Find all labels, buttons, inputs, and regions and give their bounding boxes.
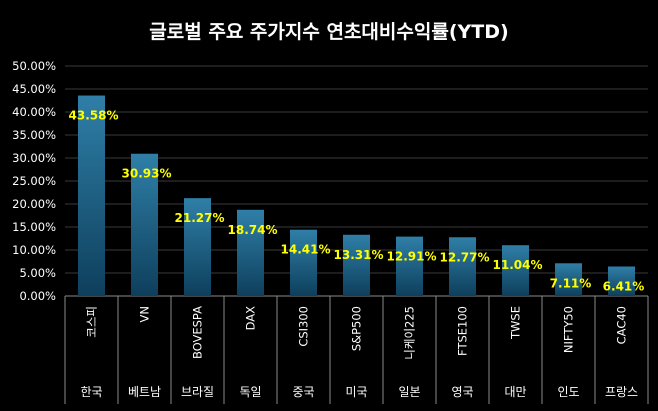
y-tick-label: 15.00% <box>12 220 56 234</box>
country-label: 대만 <box>504 385 526 399</box>
value-label: 12.91% <box>387 250 437 264</box>
x-tick-label: 니케이225 <box>403 306 417 360</box>
country-label: 인도 <box>557 385 579 399</box>
country-label: 영국 <box>451 385 473 399</box>
value-label: 12.77% <box>440 250 490 264</box>
value-label: 43.58% <box>69 109 119 123</box>
y-tick-label: 30.00% <box>12 151 56 165</box>
x-tick-label: TWSE <box>509 306 523 340</box>
x-tick-label: 코스피 <box>85 306 99 338</box>
y-tick-label: 35.00% <box>12 128 56 142</box>
y-tick-label: 20.00% <box>12 197 56 211</box>
bar <box>502 245 529 296</box>
y-tick-label: 45.00% <box>12 82 56 96</box>
country-label: 한국 <box>80 385 102 399</box>
bar <box>343 234 370 296</box>
x-tick-label: CAC40 <box>615 306 629 344</box>
y-tick-label: 40.00% <box>12 105 56 119</box>
value-label: 7.11% <box>550 276 592 290</box>
value-label: 21.27% <box>175 211 225 225</box>
country-label: 브라질 <box>181 385 214 399</box>
value-label: 18.74% <box>228 223 278 237</box>
x-tick-label: NIFTY50 <box>562 306 576 353</box>
label-layer: 0.00% 5.00% 10.00% 15.00% 20.00% 25.00% 30.00%… <box>12 59 644 399</box>
value-label: 6.41% <box>603 280 645 294</box>
bar <box>449 237 476 296</box>
bar <box>396 236 423 296</box>
x-tick-label: DAX <box>244 306 258 331</box>
bar <box>78 95 105 296</box>
country-label: 독일 <box>239 385 261 399</box>
chart-title: 글로벌 주요 주가지수 연초대비수익률(YTD) <box>149 21 508 43</box>
y-tick-label: 0.00% <box>19 289 56 303</box>
bar <box>131 153 158 296</box>
x-tick-label: CSI300 <box>297 306 311 347</box>
value-label: 11.04% <box>493 258 543 272</box>
x-tick-label: BOVESPA <box>191 306 205 359</box>
x-tick-label: S&P500 <box>350 306 364 351</box>
x-tick-label: VN <box>138 306 152 322</box>
bar <box>608 266 635 296</box>
bar-layer <box>78 95 635 296</box>
country-label: 프랑스 <box>605 385 638 399</box>
y-tick-label: 10.00% <box>12 243 56 257</box>
y-tick-label: 50.00% <box>12 59 56 73</box>
country-label: 중국 <box>292 385 314 399</box>
bar <box>555 263 582 296</box>
country-label: 미국 <box>345 385 367 399</box>
country-label: 일본 <box>398 385 420 399</box>
value-label: 14.41% <box>281 243 331 257</box>
bar <box>290 229 317 296</box>
bar <box>237 209 264 296</box>
value-label: 13.31% <box>334 248 384 262</box>
bar <box>184 198 211 296</box>
y-tick-label: 25.00% <box>12 174 56 188</box>
y-tick-label: 5.00% <box>19 266 56 280</box>
country-label: 베트남 <box>128 385 161 399</box>
grid-layer <box>64 65 649 404</box>
x-tick-label: FTSE100 <box>456 306 470 356</box>
value-label: 30.93% <box>122 167 172 181</box>
